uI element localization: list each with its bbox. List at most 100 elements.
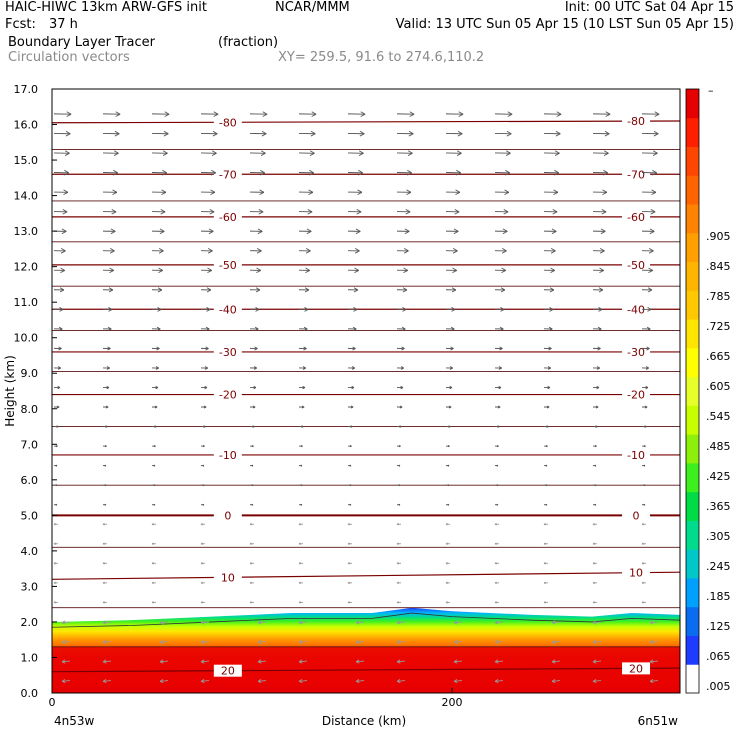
vector-arrow — [396, 425, 402, 428]
vector-arrow — [347, 111, 366, 117]
vector-arrow — [249, 287, 261, 293]
vector-arrow — [396, 601, 401, 604]
vector-arrow — [249, 248, 262, 254]
vector-arrow — [298, 484, 303, 487]
y-tick-label: 5.0 — [21, 509, 39, 522]
vector-arrow — [641, 326, 651, 332]
vector-arrow — [543, 464, 548, 467]
vector-arrow — [298, 307, 309, 312]
vector-arrow — [396, 267, 408, 274]
vector-arrow — [257, 639, 267, 645]
vector-arrow — [298, 150, 315, 156]
vector-arrow — [53, 169, 69, 176]
vector-arrow — [102, 267, 114, 274]
vector-arrow — [445, 228, 459, 235]
colorbar: .005 .065 .125 .185 .245 .305 .365 .425 .485 .545… — [685, 84, 731, 694]
contour-label: -40 — [219, 303, 237, 316]
colorbar-swatch — [686, 434, 699, 464]
contour-label: -80 — [627, 115, 645, 128]
vector-arrow — [249, 189, 265, 196]
vector-arrow — [494, 620, 504, 625]
vector-arrow — [151, 542, 156, 546]
contour-label-bg — [622, 388, 651, 401]
contour-label-bg — [213, 388, 242, 401]
vector-arrow — [592, 326, 602, 332]
vector-arrow — [151, 228, 165, 235]
vector-arrow — [592, 346, 601, 351]
vector-arrow — [494, 307, 505, 312]
vector-arrow — [200, 366, 208, 370]
vector-arrow — [396, 503, 401, 506]
vector-arrow — [396, 228, 410, 235]
vector-arrow — [445, 405, 452, 409]
colorbar-label: .665 — [706, 350, 731, 363]
fcst-label: Fcst: — [5, 17, 36, 32]
vector-arrow — [249, 267, 261, 274]
colorbar-label: .485 — [706, 440, 731, 453]
y-tick-label: 7.0 — [21, 438, 39, 451]
vector-arrow — [200, 464, 205, 467]
vector-arrow — [347, 581, 352, 585]
vector-arrow — [151, 346, 160, 351]
vector-arrow — [494, 678, 504, 684]
vector-arrow — [641, 228, 655, 235]
y-tick-label: 4.0 — [21, 545, 39, 558]
vector-arrow — [257, 620, 267, 625]
vector-arrow — [53, 464, 58, 467]
vector-arrow — [592, 503, 597, 506]
colorbar-swatch — [686, 146, 699, 176]
vector-arrow — [543, 385, 551, 390]
colorbar-label: .785 — [706, 290, 731, 303]
vector-arrow — [543, 425, 549, 428]
vector-arrow — [396, 542, 401, 546]
contour-label: -80 — [219, 116, 237, 129]
colorbar-swatch — [686, 319, 699, 349]
colorbar-frame — [685, 88, 700, 694]
vector-arrow — [53, 484, 58, 487]
vector-arrow — [396, 484, 401, 487]
vector-arrow — [543, 208, 558, 215]
vector-arrow — [102, 522, 107, 526]
y-tick-label: 14.0 — [14, 190, 39, 203]
vector-arrow — [592, 385, 600, 390]
vector-arrow — [592, 228, 606, 235]
vector-arrow — [102, 562, 107, 565]
vector-arrow — [592, 405, 599, 409]
vector-arrow — [298, 169, 314, 176]
vector-arrow — [249, 150, 266, 156]
vector-arrow — [649, 620, 659, 625]
vector-arrow — [355, 620, 365, 625]
boundary-layer-top-line — [52, 612, 680, 628]
vector-arrow — [53, 248, 66, 254]
colorbar-label: .185 — [706, 590, 731, 603]
vector-arrow — [494, 484, 499, 487]
vector-arrow — [543, 130, 561, 137]
contour-label-bg — [622, 662, 651, 675]
vector-arrow — [649, 678, 659, 684]
vector-arrow — [543, 522, 548, 526]
vector-arrow — [494, 130, 512, 137]
init-time: Init: 00 UTC Sat 04 Apr 15 — [564, 0, 734, 15]
contour-label: -20 — [627, 389, 645, 402]
vector-arrow — [445, 169, 461, 176]
vector-arrow — [102, 601, 107, 604]
vector-arrow — [494, 601, 499, 604]
vector-arrow — [200, 562, 205, 565]
vector-arrow — [445, 542, 450, 546]
vector-arrow — [445, 326, 455, 332]
vector-arrow — [592, 444, 597, 448]
vector-arrow — [102, 326, 112, 332]
vector-arrow — [543, 189, 559, 196]
vector-arrow — [200, 385, 208, 390]
y-tick-label: 13.0 — [14, 225, 39, 238]
vector-arrow — [396, 562, 401, 565]
vector-arrow — [298, 130, 316, 137]
vector-arrow — [396, 130, 414, 137]
vector-arrow — [102, 444, 107, 448]
vector-arrow — [298, 111, 317, 117]
vector-arrow — [355, 659, 365, 664]
vector-arrow — [200, 130, 218, 137]
vector-arrow — [543, 248, 556, 254]
vector-arrow — [298, 267, 310, 274]
vector-arrow — [249, 405, 256, 409]
